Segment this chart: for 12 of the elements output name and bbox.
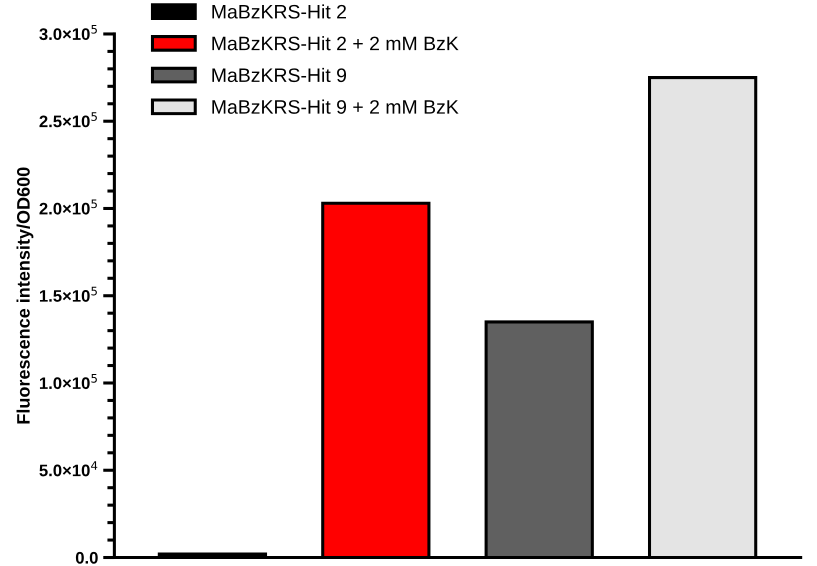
y-tick-label: 2.0×10$^{5}$ <box>39 200 97 215</box>
y-tick-label: 3.0×10$^{5}$ <box>39 25 97 40</box>
legend-label: MaBzKRS-Hit 2 <box>212 4 346 19</box>
y-tick-label: 0.0 <box>76 552 98 564</box>
y-axis-title: Fluorescence intensity/OD600 <box>16 168 34 424</box>
y-tick-label: 5.0×10$^{4}$ <box>39 461 98 476</box>
y-tick-label: 2.5×10$^{5}$ <box>39 112 97 128</box>
legend-label: MaBzKRS-Hit 9 <box>212 68 346 82</box>
y-tick-label: 1.5×10$^{5}$ <box>40 286 97 302</box>
legend-label: MaBzKRS-Hit 2 + 2 mM BzK <box>212 36 459 50</box>
legend-label: MaBzKRS-Hit 9 + 2 mM BzK <box>212 100 459 114</box>
y-tick-label: 1.0×10$^{5}$ <box>40 374 97 390</box>
